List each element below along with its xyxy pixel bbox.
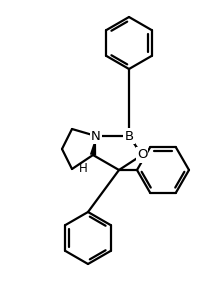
Text: O: O — [137, 148, 147, 162]
Polygon shape — [90, 136, 96, 156]
Text: H: H — [79, 162, 87, 176]
Text: B: B — [124, 130, 134, 142]
Text: N: N — [91, 130, 101, 142]
